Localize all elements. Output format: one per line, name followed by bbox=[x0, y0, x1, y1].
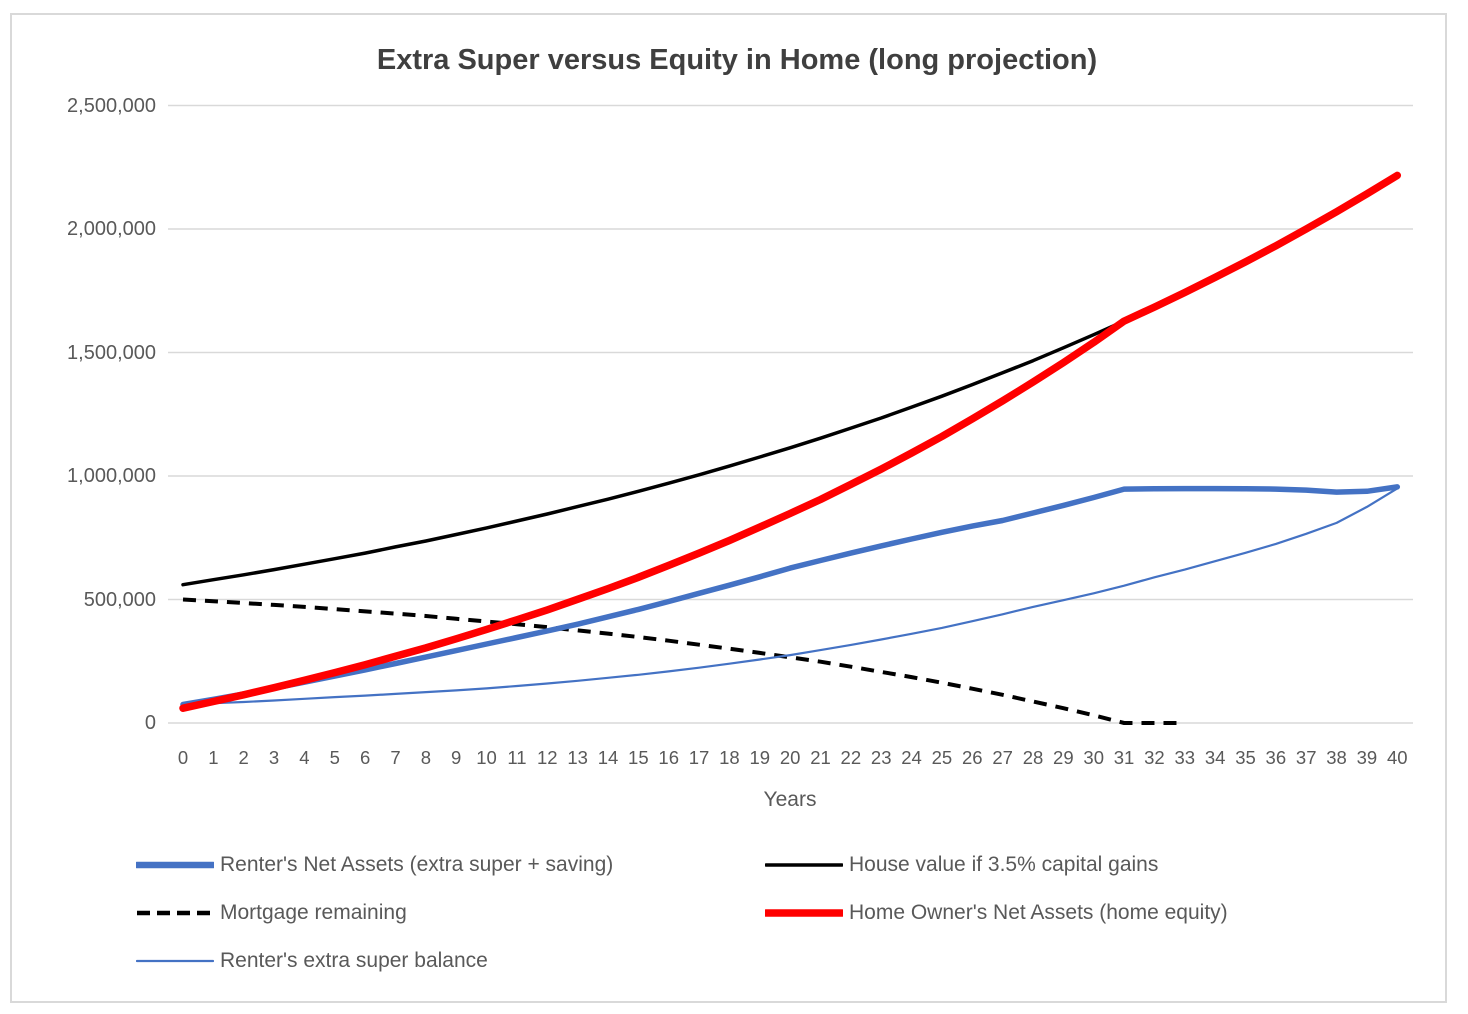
x-tick-label: 16 bbox=[658, 747, 679, 768]
legend-label: Renter's Net Assets (extra super + savin… bbox=[220, 853, 614, 876]
x-tick-label: 33 bbox=[1174, 747, 1196, 768]
x-tick-label: 27 bbox=[992, 747, 1013, 768]
series-line-home_equity bbox=[179, 171, 1402, 712]
legend-swatch-mortgage bbox=[137, 910, 213, 916]
series-line-renter_net bbox=[180, 484, 1401, 708]
x-tick-label: 0 bbox=[177, 747, 189, 768]
x-tick-label: 37 bbox=[1295, 747, 1317, 768]
y-tick-label: 0 bbox=[144, 712, 156, 734]
x-tick-label: 32 bbox=[1144, 747, 1165, 768]
chart-object-border bbox=[10, 13, 1447, 1003]
x-tick-label: 29 bbox=[1053, 747, 1074, 768]
x-tick-label: 26 bbox=[961, 747, 983, 768]
legend-label: Home Owner's Net Assets (home equity) bbox=[849, 901, 1228, 924]
x-tick-label: 21 bbox=[810, 747, 831, 768]
x-tick-label: 25 bbox=[931, 747, 953, 768]
legend-label: Renter's extra super balance bbox=[220, 949, 488, 972]
legend-swatch-house_value bbox=[765, 863, 843, 867]
x-tick-label: 35 bbox=[1235, 747, 1256, 768]
x-tick-label: 18 bbox=[719, 747, 740, 768]
y-tick-label: 2,000,000 bbox=[67, 218, 156, 240]
x-tick-label: 8 bbox=[420, 747, 431, 768]
series-line-renter_super bbox=[181, 487, 1399, 706]
legend-swatch-renter_net bbox=[136, 861, 214, 869]
x-tick-label: 20 bbox=[779, 747, 801, 768]
x-tick-label: 1 bbox=[208, 747, 219, 768]
x-tick-label: 30 bbox=[1083, 747, 1104, 768]
chart-title: Extra Super versus Equity in Home (long … bbox=[376, 44, 1098, 76]
x-tick-label: 4 bbox=[299, 747, 310, 768]
y-tick-label: 2,500,000 bbox=[67, 94, 156, 117]
y-tick-label: 1,500,000 bbox=[67, 341, 156, 364]
x-tick-label: 22 bbox=[840, 747, 862, 768]
legend-item-renter_super: Renter's extra super balance bbox=[136, 947, 488, 975]
series-line-house_value bbox=[181, 173, 1400, 587]
legend-item-house_value: House value if 3.5% capital gains bbox=[765, 851, 1158, 879]
x-tick-label: 3 bbox=[268, 747, 280, 768]
x-axis-title: Years bbox=[763, 788, 817, 811]
x-tick-label: 6 bbox=[359, 747, 371, 768]
y-tick-label: 1,000,000 bbox=[67, 465, 156, 487]
x-tick-label: 24 bbox=[901, 747, 922, 768]
x-tick-label: 14 bbox=[597, 747, 619, 768]
legend-swatch-home_equity bbox=[765, 909, 843, 917]
y-tick-label: 500,000 bbox=[83, 588, 156, 611]
legend-label: Mortgage remaining bbox=[220, 901, 407, 924]
legend-item-mortgage: Mortgage remaining bbox=[136, 899, 407, 927]
x-tick-label: 7 bbox=[390, 747, 401, 768]
x-tick-label: 5 bbox=[329, 747, 340, 768]
x-tick-label: 17 bbox=[688, 747, 710, 768]
x-tick-label: 23 bbox=[870, 747, 892, 768]
x-tick-label: 28 bbox=[1022, 747, 1044, 768]
x-tick-label: 40 bbox=[1386, 747, 1408, 768]
x-tick-label: 2 bbox=[238, 747, 249, 768]
legend-label: House value if 3.5% capital gains bbox=[849, 853, 1159, 876]
legend-item-renter_net: Renter's Net Assets (extra super + savin… bbox=[136, 851, 613, 879]
series-line-mortgage bbox=[182, 597, 1185, 725]
x-tick-label: 38 bbox=[1326, 747, 1347, 768]
x-tick-label: 11 bbox=[507, 747, 527, 768]
x-tick-label: 39 bbox=[1356, 747, 1378, 768]
x-tick-label: 10 bbox=[476, 747, 497, 768]
x-tick-label: 19 bbox=[749, 747, 771, 768]
legend-item-home_equity: Home Owner's Net Assets (home equity) bbox=[765, 899, 1228, 927]
x-tick-label: 12 bbox=[536, 747, 558, 768]
x-tick-label: 15 bbox=[628, 747, 649, 768]
x-tick-label: 13 bbox=[567, 747, 588, 768]
x-tick-label: 31 bbox=[1113, 747, 1135, 768]
x-tick-label: 36 bbox=[1265, 747, 1287, 768]
x-tick-label: 9 bbox=[451, 747, 462, 768]
x-tick-label: 34 bbox=[1204, 747, 1226, 768]
legend-swatch-renter_super bbox=[136, 959, 214, 963]
